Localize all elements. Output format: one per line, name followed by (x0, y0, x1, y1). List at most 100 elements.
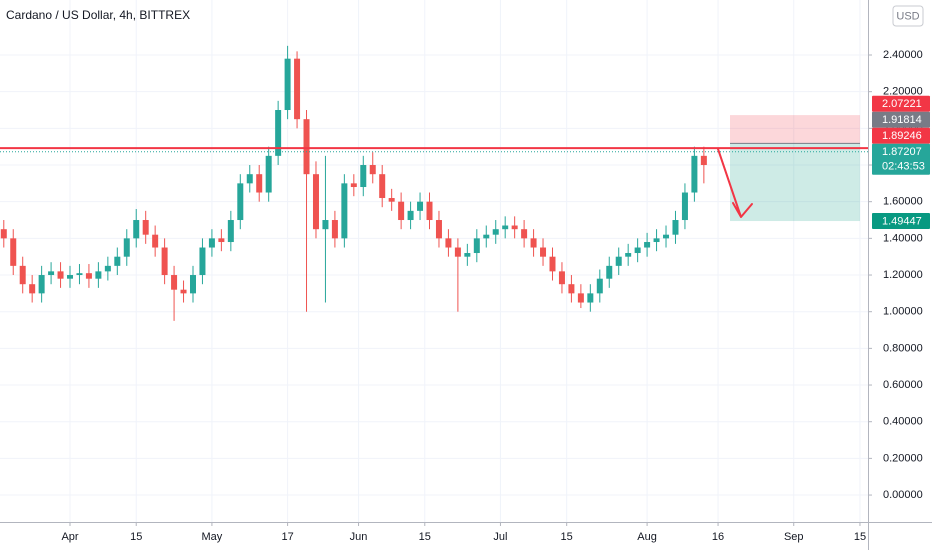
currency-label[interactable]: USD (896, 10, 919, 22)
x-tick-label: 17 (281, 531, 293, 543)
candle-body (29, 284, 36, 294)
y-tick-label: 1.40000 (883, 232, 923, 244)
candle-body (142, 220, 149, 235)
candle-body (606, 265, 613, 279)
target-zone (730, 143, 860, 222)
y-tick-label: 2.40000 (883, 49, 923, 61)
candle-body (502, 225, 509, 230)
candle-body (189, 275, 196, 294)
candle-body (587, 293, 594, 303)
candle-body (700, 155, 707, 166)
x-tick-label: 15 (854, 531, 866, 543)
candle-body (625, 253, 632, 257)
candle-body (256, 174, 263, 193)
x-tick-label: Aug (637, 531, 657, 543)
candle-body (218, 238, 225, 243)
drawings (730, 115, 860, 222)
candle-body (379, 174, 386, 199)
price-label: 1.49447 (882, 215, 922, 227)
candle-body (388, 198, 395, 202)
candle-body (596, 278, 603, 294)
chart-title: Cardano / US Dollar, 4h, BITTREX (6, 8, 190, 22)
candle-body (644, 242, 651, 248)
x-tick-label: 15 (130, 531, 142, 543)
candle-body (681, 192, 688, 221)
candle-body (426, 201, 433, 221)
overlay (0, 147, 868, 218)
candle-body (171, 275, 178, 290)
candle-body (634, 247, 641, 254)
x-tick-label: Sep (784, 531, 804, 543)
candle-body (322, 220, 329, 230)
x-tick-label: 16 (712, 531, 724, 543)
candle-body (445, 238, 452, 248)
candle-body (672, 220, 679, 235)
candle-body (464, 253, 471, 257)
price-label-bg (872, 127, 930, 144)
candle-body (615, 256, 622, 266)
candle-body (568, 284, 575, 294)
candle-body (123, 238, 130, 257)
candle-body (530, 238, 537, 248)
candle-body (435, 220, 442, 239)
candle-body (303, 119, 310, 175)
candle-body (152, 234, 159, 248)
candle-body (360, 165, 367, 188)
candle-body (85, 273, 92, 279)
candle-body (549, 256, 556, 272)
candle-body (350, 183, 357, 188)
candle-body (180, 289, 187, 294)
candle-body (540, 247, 547, 257)
candle-body (237, 183, 244, 221)
candle-body (246, 174, 253, 184)
price-label-bg (872, 143, 930, 175)
candle-body (275, 110, 282, 156)
candle-body (398, 201, 405, 221)
candle-body (663, 234, 670, 239)
x-tick-label: Jun (350, 531, 368, 543)
y-tick-label: 2.20000 (883, 86, 923, 98)
candle-body (0, 229, 7, 239)
x-tick-label: May (202, 531, 223, 543)
countdown-label: 02:43:53 (882, 161, 925, 173)
price-label: 1.89246 (882, 130, 922, 142)
price-label: 1.91814 (882, 114, 922, 126)
price-label-bg (872, 111, 930, 128)
stop-zone (730, 115, 860, 144)
y-tick-label: 1.20000 (883, 269, 923, 281)
candle-body (38, 275, 45, 294)
x-tick-label: 15 (419, 531, 431, 543)
candle-body (521, 229, 528, 239)
candle-body (483, 234, 490, 239)
candle-body (265, 155, 272, 193)
price-label-bg (872, 213, 930, 230)
y-tick-label: 0.80000 (883, 342, 923, 354)
candle-body (104, 265, 111, 272)
candle-body (653, 238, 660, 243)
candle-body (454, 247, 461, 257)
candle-body (558, 271, 565, 285)
candle-body (312, 174, 319, 230)
candle-body (19, 265, 26, 285)
candle-body (133, 220, 140, 239)
y-tick-label: 0.40000 (883, 416, 923, 428)
y-tick-label: 0.00000 (883, 489, 923, 501)
candles (0, 45, 707, 321)
candle-body (10, 238, 17, 266)
candle-body (492, 229, 499, 235)
candle-body (95, 271, 102, 279)
y-tick-label: 1.00000 (883, 306, 923, 318)
candle-body (473, 238, 480, 254)
candle-body (331, 220, 338, 239)
x-tick-label: 15 (561, 531, 573, 543)
candle-body (208, 238, 215, 248)
candle-body (67, 275, 74, 279)
currency-button[interactable] (892, 5, 924, 27)
price-label: 2.07221 (882, 98, 922, 110)
candle-body (199, 247, 206, 276)
x-tick-label: Apr (61, 531, 78, 543)
candle-body (511, 225, 518, 230)
candle-body (57, 271, 64, 279)
candle-body (161, 247, 168, 276)
